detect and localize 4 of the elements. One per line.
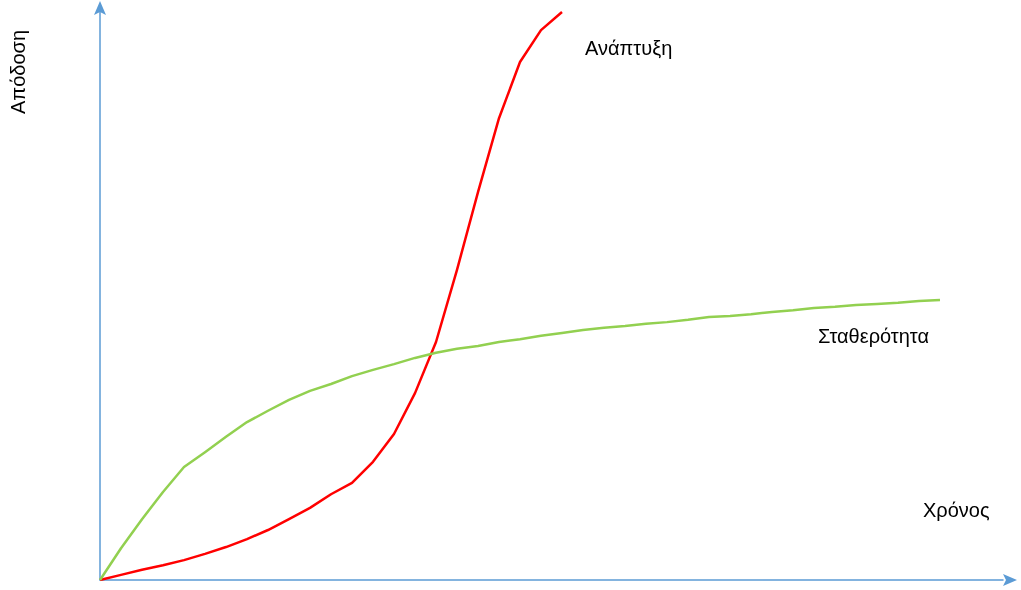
series-label: Σταθερότητα	[818, 324, 930, 347]
y-axis-title: Απόδοση	[7, 30, 29, 114]
series-label: Ανάπτυξη	[585, 37, 673, 59]
x-axis-title: Χρόνος	[923, 499, 990, 521]
